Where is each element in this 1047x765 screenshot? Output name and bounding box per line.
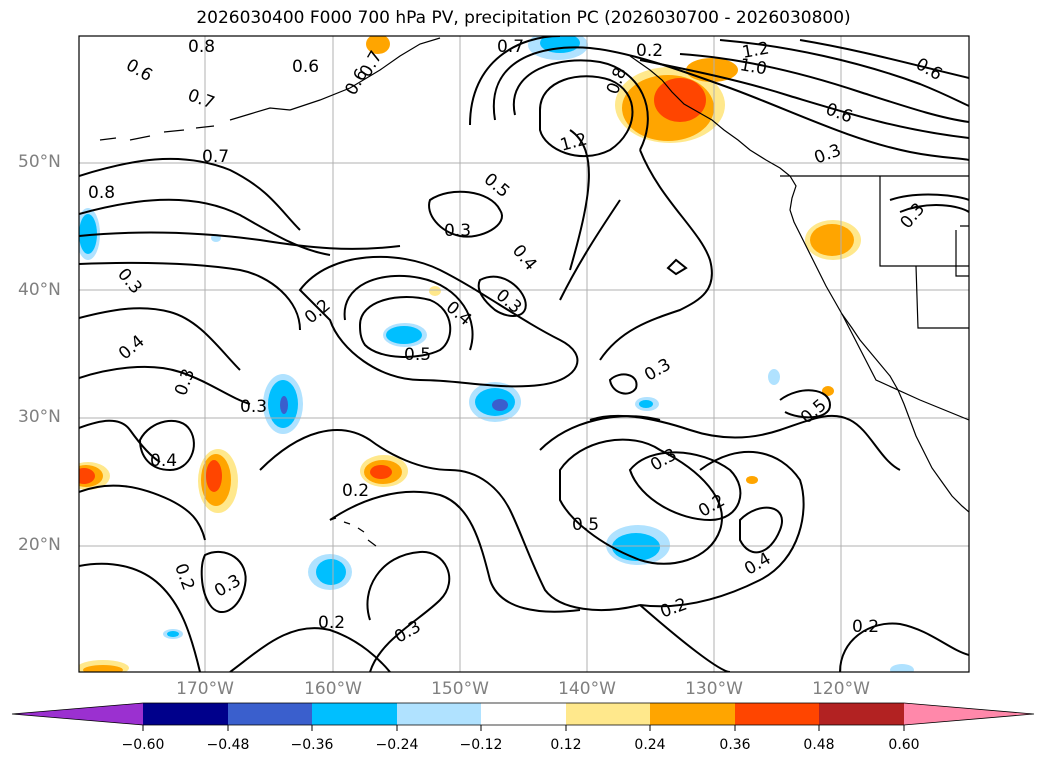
- contour-label: 0.7: [497, 37, 524, 57]
- colorbar: [11, 702, 1035, 731]
- contour-label: 0.7: [202, 147, 229, 167]
- contour-labels: 0.8 0.6 0.6 0.7 0.7 0.6 0.7 0.8 1.0 1.2 …: [88, 37, 946, 648]
- lon-label: 120°W: [812, 679, 870, 699]
- colorbar-tick-label: −0.12: [459, 737, 503, 753]
- colorbar-cell: [819, 703, 904, 725]
- colorbar-tick-label: −0.60: [121, 737, 165, 753]
- map-title: 2026030400 F000 700 hPa PV, precipitatio…: [196, 8, 851, 28]
- contour-label: 0.2: [636, 41, 663, 61]
- contour-label: 0.3: [240, 397, 267, 417]
- lat-label: 20°N: [18, 535, 61, 555]
- precip-fills: [79, 36, 914, 672]
- colorbar-cell: [481, 703, 566, 725]
- colorbar-tick-label: 0.36: [719, 737, 751, 753]
- lon-label: 160°W: [304, 679, 362, 699]
- contour-label: 0.8: [88, 183, 115, 203]
- colorbar-tick-label: −0.24: [375, 737, 419, 753]
- contour-label: 1.0: [738, 55, 768, 79]
- colorbar-extend-high: [904, 703, 1034, 725]
- colorbar-cell: [397, 703, 482, 725]
- colorbar-cell: [143, 703, 228, 725]
- colorbar-cell: [228, 703, 313, 725]
- colorbar-tick-label: 0.24: [634, 737, 666, 753]
- map-frame: [78, 35, 970, 673]
- contour-label: 0.8: [188, 37, 215, 57]
- pv-contours: [79, 36, 969, 672]
- lat-label: 40°N: [18, 280, 61, 300]
- lat-label: 30°N: [18, 407, 61, 427]
- colorbar-tick-label: 0.60: [888, 737, 920, 753]
- lon-label: 140°W: [558, 679, 616, 699]
- precip-positive-region: [79, 36, 861, 672]
- lon-label: 130°W: [685, 679, 743, 699]
- contour-label: 0.5: [572, 515, 599, 535]
- colorbar-extend-low: [12, 703, 143, 725]
- contour-label: 0.2: [852, 617, 879, 637]
- colorbar-cell: [735, 703, 820, 725]
- lon-label: 150°W: [431, 679, 489, 699]
- colorbar-tick-label: 0.12: [550, 737, 582, 753]
- contour-label: 0.2: [342, 481, 369, 501]
- colorbar-tick-label: −0.36: [290, 737, 334, 753]
- lat-label: 50°N: [18, 152, 61, 172]
- contour-label: 0.6: [292, 57, 319, 77]
- contour-label: 1.2: [741, 39, 771, 63]
- coastlines: [99, 37, 969, 547]
- colorbar-cell: [312, 703, 397, 725]
- colorbar-cell: [650, 703, 735, 725]
- colorbar-cell: [566, 703, 651, 725]
- contour-label: 0.4: [150, 451, 177, 471]
- map-area: 0.8 0.6 0.6 0.7 0.7 0.6 0.7 0.8 1.0 1.2 …: [79, 36, 969, 672]
- contour-label: 0.3: [444, 221, 471, 241]
- lon-label: 170°W: [176, 679, 234, 699]
- contour-label: 0.2: [318, 613, 345, 633]
- colorbar-tick-label: 0.48: [803, 737, 835, 753]
- colorbar-tick-label: −0.48: [206, 737, 250, 753]
- contour-label: 0.5: [404, 345, 431, 365]
